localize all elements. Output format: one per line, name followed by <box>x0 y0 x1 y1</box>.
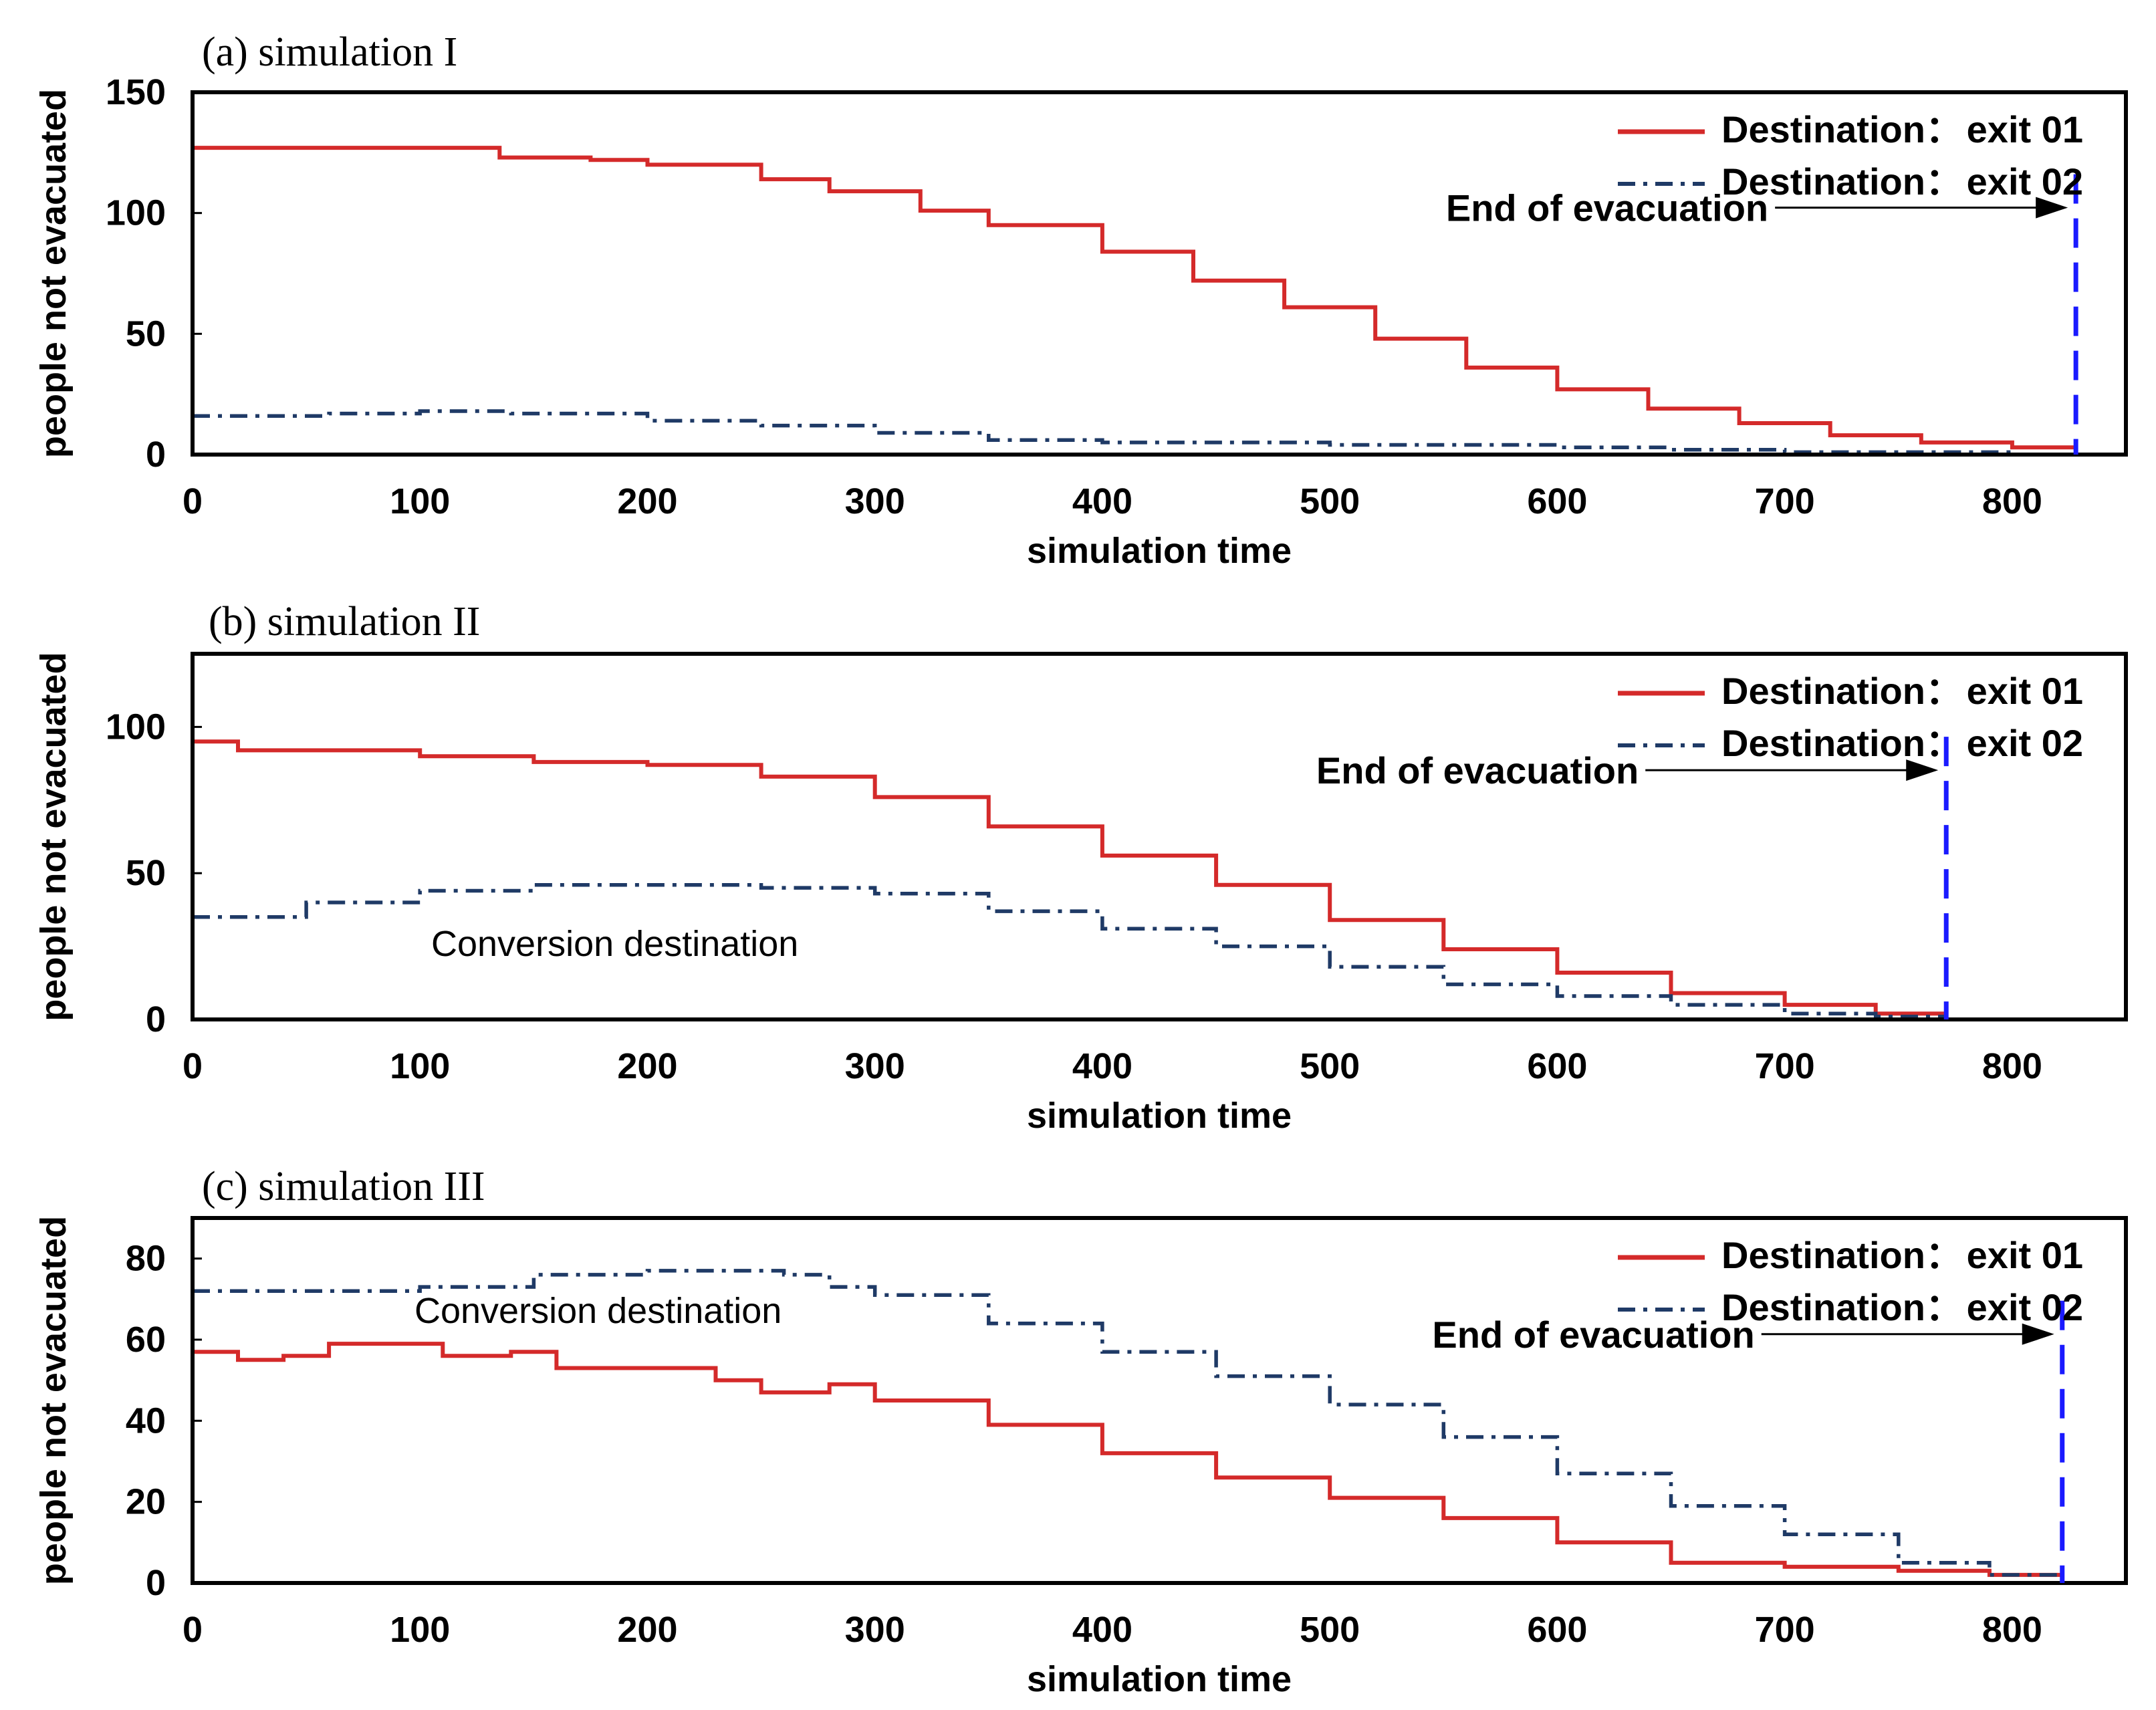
y-tick-label: 0 <box>146 999 166 1040</box>
legend-entry: exit 02 <box>1967 160 2083 203</box>
end-of-evacuation-label: End of evacuation <box>1446 187 1768 229</box>
x-tick-label: 700 <box>1755 1046 1815 1086</box>
legend-label: Destination： <box>1721 1234 1963 1276</box>
x-tick-label: 200 <box>617 1046 677 1086</box>
x-tick-label: 200 <box>617 481 677 521</box>
y-tick-label: 50 <box>126 853 166 893</box>
chart-title: (b) simulation II <box>209 599 480 644</box>
x-tick-label: 600 <box>1527 1046 1587 1086</box>
y-tick-label: 80 <box>126 1239 166 1279</box>
x-tick-label: 400 <box>1072 481 1132 521</box>
end-of-evacuation-label: End of evacuation <box>1316 749 1639 791</box>
end-of-evacuation-label: End of evacuation <box>1432 1314 1754 1356</box>
chart-title: (a) simulation I <box>202 29 457 75</box>
conversion-destination-annotation: Conversion destination <box>431 924 798 964</box>
x-axis-label: simulation time <box>1027 1659 1292 1699</box>
y-axis-label: people not evacuated <box>33 1216 74 1585</box>
x-tick-label: 600 <box>1527 481 1587 521</box>
y-tick-label: 100 <box>106 707 166 747</box>
y-tick-label: 0 <box>146 435 166 475</box>
y-axis-label: people not evacuated <box>33 652 74 1021</box>
plot-frame <box>191 652 2128 1021</box>
y-tick-label: 150 <box>106 72 166 112</box>
legend-entry: exit 01 <box>1967 670 2083 712</box>
x-tick-label: 700 <box>1755 1610 1815 1650</box>
x-tick-label: 800 <box>1982 1046 2042 1086</box>
x-tick-label: 300 <box>845 1046 905 1086</box>
x-tick-label: 700 <box>1755 481 1815 521</box>
plot-frame <box>191 1216 2128 1585</box>
legend-label: Destination： <box>1721 670 1963 712</box>
x-tick-label: 100 <box>390 1046 450 1086</box>
x-tick-label: 500 <box>1300 1610 1360 1650</box>
x-tick-label: 100 <box>390 481 450 521</box>
x-tick-label: 100 <box>390 1610 450 1650</box>
series-line-exit-01 <box>193 146 2078 453</box>
legend-entry: exit 01 <box>1967 1234 2083 1276</box>
series-line-exit-02 <box>193 882 1948 1019</box>
series-line-exit-01 <box>193 739 1949 1017</box>
plot-frame <box>191 90 2128 457</box>
series-line-exit-01 <box>193 1342 2062 1577</box>
chart-title: (c) simulation III <box>202 1164 485 1209</box>
conversion-destination-annotation: Conversion destination <box>414 1291 782 1331</box>
y-tick-label: 0 <box>146 1563 166 1603</box>
x-tick-label: 0 <box>183 1610 203 1650</box>
x-tick-label: 800 <box>1982 1610 2042 1650</box>
y-axis-label: people not evacuated <box>33 89 74 458</box>
series-line-exit-02 <box>193 1269 2062 1577</box>
arrow-head-icon <box>1906 759 1939 781</box>
legend-label: Destination： <box>1721 108 1963 150</box>
x-tick-label: 200 <box>617 1610 677 1650</box>
x-tick-label: 300 <box>845 1610 905 1650</box>
x-tick-label: 400 <box>1072 1610 1132 1650</box>
arrow-head-icon <box>2022 1323 2054 1345</box>
panel-b: (b) simulation II people not evacuated 0 50… <box>33 599 2128 1136</box>
x-tick-label: 500 <box>1300 1046 1360 1086</box>
legend-entry: exit 01 <box>1967 108 2083 150</box>
x-tick-label: 800 <box>1982 481 2042 521</box>
x-tick-label: 600 <box>1527 1610 1587 1650</box>
x-axis-label: simulation time <box>1027 1096 1292 1136</box>
panel-c: (c) simulation III people not evacuated 0 2… <box>33 1164 2128 1699</box>
x-tick-label: 0 <box>183 481 203 521</box>
x-tick-label: 400 <box>1072 1046 1132 1086</box>
y-tick-label: 100 <box>106 193 166 233</box>
legend-label: Destination： <box>1721 160 1963 203</box>
arrow-head-icon <box>2036 197 2068 219</box>
x-tick-label: 0 <box>183 1046 203 1086</box>
y-tick-label: 60 <box>126 1320 166 1360</box>
legend-entry: exit 02 <box>1967 722 2083 764</box>
panel-a: (a) simulation I people not evacuated 0 50 1… <box>33 29 2128 571</box>
y-tick-label: 20 <box>126 1482 166 1522</box>
y-tick-label: 50 <box>126 314 166 354</box>
y-tick-label: 40 <box>126 1400 166 1441</box>
x-axis-label: simulation time <box>1027 531 1292 571</box>
legend-entry: exit 02 <box>1967 1286 2083 1328</box>
series-line-exit-02 <box>193 409 2076 457</box>
x-tick-label: 500 <box>1300 481 1360 521</box>
x-tick-label: 300 <box>845 481 905 521</box>
legend-label: Destination： <box>1721 1286 1963 1328</box>
legend-label: Destination： <box>1721 722 1963 764</box>
